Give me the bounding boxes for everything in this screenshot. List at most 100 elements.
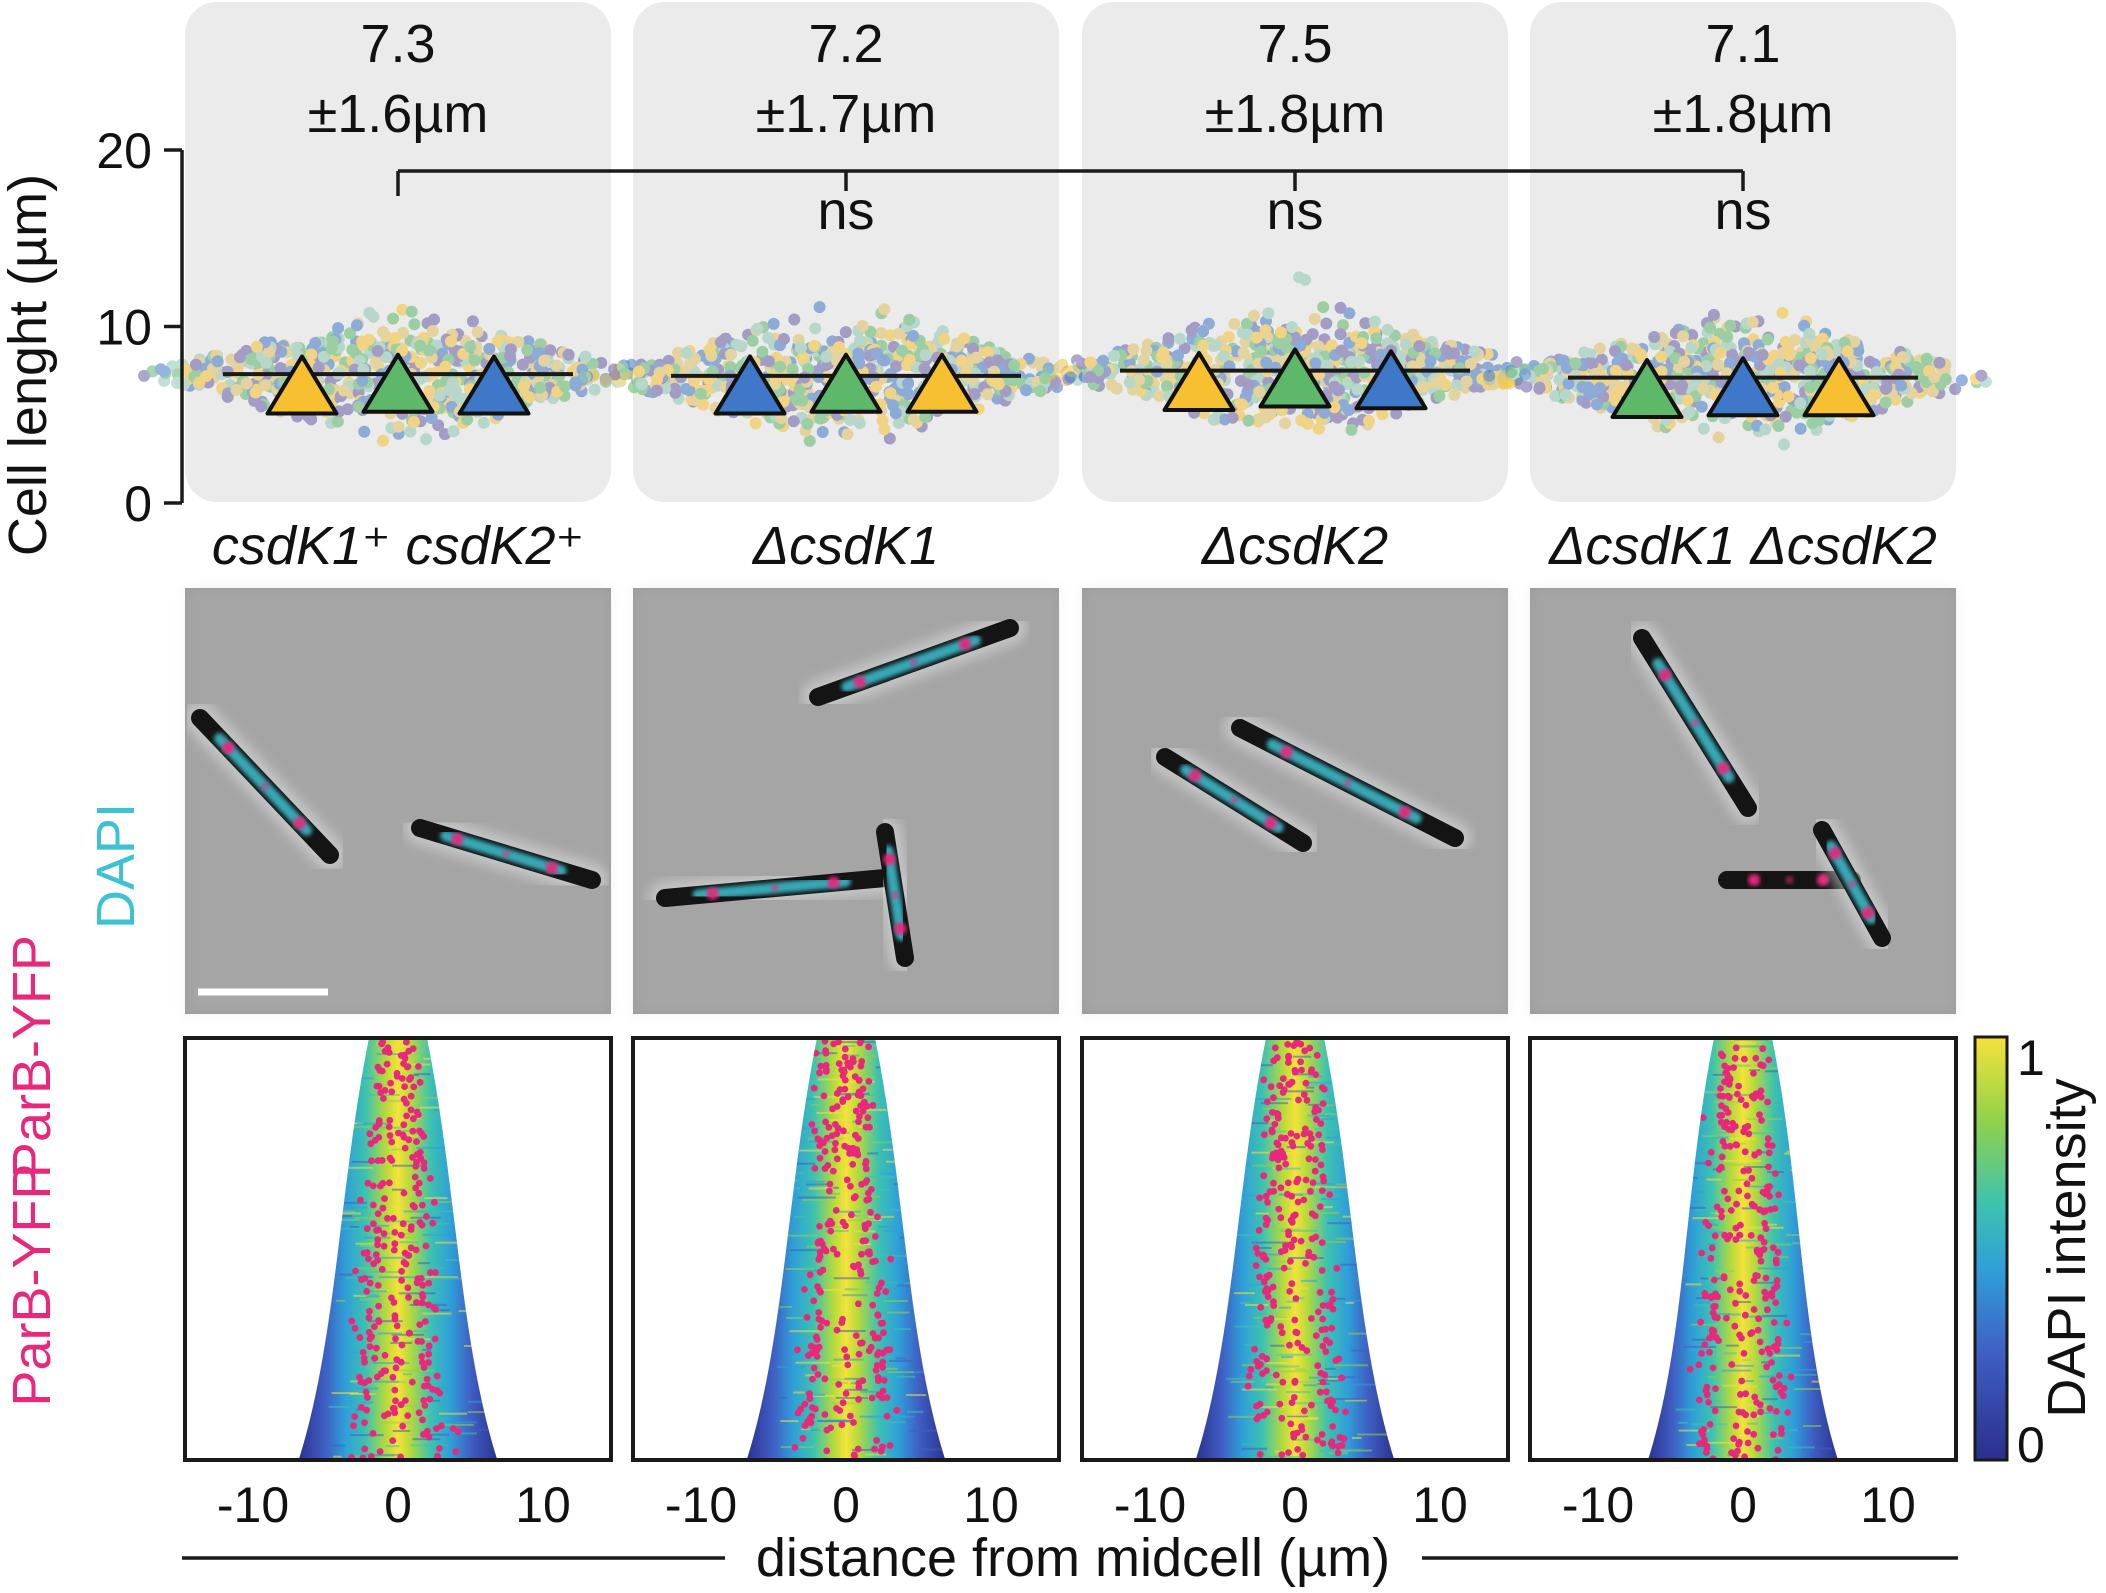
heat-streak (331, 1392, 359, 1395)
cell-dot (504, 343, 517, 356)
cell-dot (903, 353, 916, 366)
parb-focus-dot (862, 1179, 869, 1186)
cell-dot (669, 386, 682, 399)
parb-focus-dot (1268, 1126, 1276, 1134)
parb-focus-dot (869, 1101, 877, 1109)
parb-focus-dot (834, 1124, 842, 1132)
cell-dot (1140, 344, 1153, 357)
cell-dot (1430, 376, 1443, 389)
parb-focus-dot (812, 1344, 820, 1352)
cell-dot (461, 413, 474, 426)
parb-focus-dot (404, 1063, 412, 1070)
cell-dot (1042, 365, 1055, 378)
heat-streak (357, 1454, 395, 1457)
cell-dot (579, 370, 592, 383)
cell-dot (1761, 333, 1774, 346)
parb-focus-dot (402, 1397, 409, 1404)
parb-focus-dot (858, 1250, 865, 1258)
cell-dot (756, 345, 769, 358)
parb-focus-dot (1294, 1339, 1302, 1347)
parb-focus (293, 816, 306, 829)
parb-focus-dot (1305, 1252, 1312, 1259)
heat-streak (1723, 1159, 1761, 1162)
heat-streak (1352, 1383, 1377, 1386)
parb-focus-dot (410, 1115, 417, 1123)
cell-dot (1859, 383, 1872, 396)
parb-focus-dot (380, 1095, 387, 1102)
parb-focus-dot (1774, 1340, 1782, 1348)
cell-dot (1253, 385, 1266, 398)
heat-streak (1761, 1361, 1770, 1364)
parb-focus-dot (351, 1413, 358, 1420)
parb-focus-dot (370, 1260, 378, 1268)
cell-dot (404, 425, 417, 438)
mean-sd-2: ±1.8µm (1205, 84, 1386, 144)
parb-focus-dot (398, 1267, 405, 1275)
parb-focus-dot (379, 1038, 386, 1046)
heat-streak (1677, 1421, 1688, 1424)
cell-dot (751, 322, 764, 335)
parb-focus-dot (1313, 1116, 1320, 1123)
cell-dot (312, 361, 325, 374)
cell-dot (230, 384, 243, 396)
parb-focus (894, 922, 907, 935)
cell-dot (1097, 354, 1110, 367)
parb-focus-dot (1285, 1052, 1292, 1060)
group-panel-2 (1082, 2, 1508, 502)
heat-streak (1241, 1388, 1278, 1391)
parb-focus-dot (816, 1223, 823, 1230)
heat-streak (1266, 1361, 1289, 1364)
parb-focus-dot (414, 1111, 422, 1118)
heat-streak (851, 1195, 880, 1198)
heat-streak (420, 1219, 433, 1222)
parb-focus-dot (1734, 1090, 1741, 1098)
parb-focus-dot (348, 1317, 356, 1325)
parb-focus-dot (1697, 1318, 1704, 1326)
heat-streak (359, 1293, 379, 1296)
significance-bracket: ns ns ns (396, 169, 1772, 241)
cell-dot (968, 388, 981, 400)
parb-focus-dot (1322, 1348, 1330, 1356)
cell-dot (1681, 394, 1694, 407)
heat-streak (1239, 1194, 1256, 1197)
cell-dot (1868, 388, 1881, 401)
parb-focus-dot (1291, 1316, 1299, 1324)
parb-focus-dot (366, 1130, 374, 1138)
heat-streak (376, 1053, 408, 1056)
cell-dot (338, 384, 351, 397)
heat-streak (790, 1249, 822, 1252)
microscopy-panels (184, 588, 1956, 1014)
heat-streak (776, 1306, 785, 1309)
heat-streak (1318, 1379, 1340, 1382)
cell-dot (396, 303, 409, 316)
parb-focus-dot (374, 1210, 382, 1218)
heat-streak (1267, 1119, 1279, 1122)
parb-focus-dot (1761, 1288, 1768, 1296)
cell-dot (1355, 337, 1368, 350)
heat-streak (824, 1230, 849, 1233)
parb-focus-dot (1705, 1399, 1712, 1406)
parb-focus-dot (1732, 1123, 1739, 1130)
heat-streak (331, 1206, 368, 1209)
parb-focus-dot (1759, 1045, 1767, 1053)
parb-focus-dot (413, 1299, 420, 1306)
heat-streak (1722, 1384, 1738, 1387)
parb-focus-dot (1770, 1319, 1778, 1326)
cell-dot (958, 332, 970, 345)
cell-dot (1794, 422, 1807, 435)
heat-streak (865, 1040, 878, 1043)
cell-dot (1162, 332, 1175, 345)
cell-dot (1549, 389, 1562, 402)
parb-focus-dot (1718, 1213, 1725, 1221)
parb-focus-dot (1305, 1155, 1313, 1163)
parb-focus-dot (1294, 1446, 1302, 1453)
parb-focus-dot (1267, 1083, 1275, 1091)
cell-dot (787, 415, 800, 428)
cell-dot (1084, 371, 1097, 383)
parb-focus-dot (823, 1066, 830, 1073)
heat-streak (1280, 1229, 1319, 1232)
heat-streak (420, 1433, 450, 1436)
parb-focus-dot (1775, 1191, 1782, 1199)
parb-focus (1343, 779, 1352, 787)
parb-focus-dot (801, 1400, 809, 1408)
